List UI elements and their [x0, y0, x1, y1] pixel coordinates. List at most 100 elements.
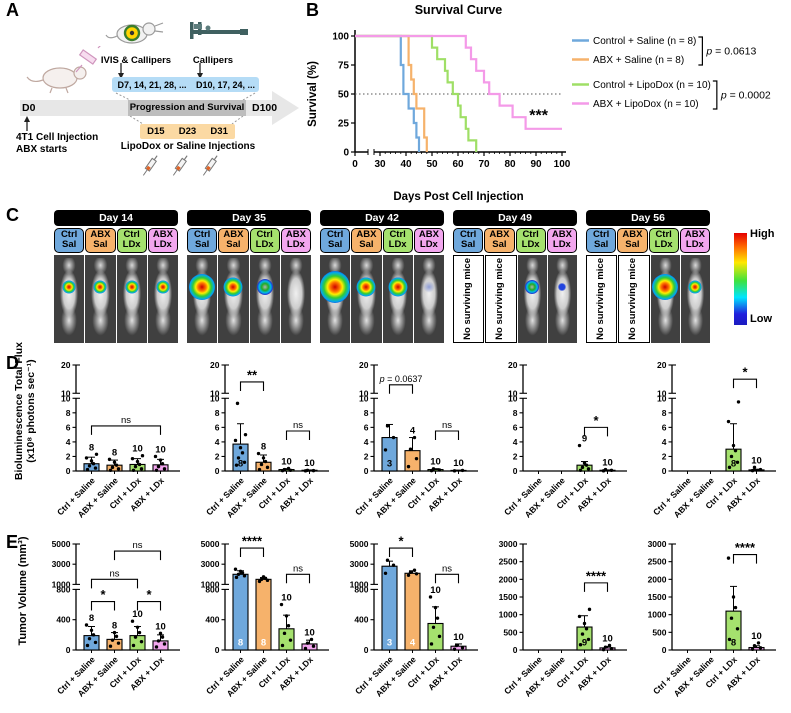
- svg-text:8: 8: [731, 459, 736, 470]
- no-mice-text: No surviving mice: [627, 257, 639, 340]
- cell-injection-note-line1: 4T1 Cell Injection: [16, 132, 99, 143]
- down-arrow-icon: [120, 63, 201, 74]
- bar-ABX + LDx: [450, 645, 467, 651]
- group-chip: ABX Sal: [218, 228, 249, 253]
- group-chip-line2: LDx: [654, 239, 673, 251]
- mouse-image: [547, 254, 577, 343]
- svg-text:75: 75: [338, 61, 350, 72]
- treatment-day-1: D15: [147, 126, 165, 137]
- svg-text:1000: 1000: [350, 579, 369, 589]
- svg-text:4: 4: [364, 437, 369, 447]
- tumor-signal: [223, 277, 243, 297]
- svg-text:4: 4: [662, 437, 667, 447]
- group-chip-line1: Ctrl: [60, 229, 78, 240]
- timeline-bar-label: Progression and Survival: [128, 100, 246, 116]
- group-chips: Ctrl Sal ABX Sal Ctrl LDx ABX LDx: [320, 228, 444, 253]
- survival-series-1: [355, 34, 428, 152]
- svg-text:20: 20: [61, 360, 71, 370]
- group-chip-line2: LDx: [685, 239, 704, 251]
- group-chip-line2: LDx: [286, 239, 305, 251]
- panel-c-bioluminescence-images: C Day 14 Ctrl Sal ABX Sal Ctrl LDx ABX LDx Day 35…: [0, 205, 791, 353]
- tumor-signal: [652, 274, 679, 301]
- svg-text:20: 20: [210, 360, 220, 370]
- callipers-days: D10, 17, 24, ...: [195, 79, 256, 90]
- survival-curve-chart: 0 25 50 75 100 0 30 40 50 60 70 80 90 100 *** Survival …: [307, 3, 771, 203]
- group-chip-line1: Ctrl: [655, 229, 672, 240]
- svg-text:9: 9: [582, 434, 587, 445]
- group-chip-line2: Sal: [93, 239, 108, 251]
- cell-injection-note-line2: ABX starts: [16, 144, 68, 155]
- day-header: Day 56: [586, 210, 710, 226]
- no-mice-text: No surviving mice: [462, 257, 474, 340]
- svg-text:****: ****: [586, 568, 607, 583]
- mouse-silhouette: [354, 257, 379, 339]
- svg-text:2: 2: [662, 451, 667, 461]
- callipers-caption: Callipers: [192, 55, 234, 66]
- svg-text:8: 8: [215, 408, 220, 418]
- group-chip-line2: Sal: [492, 239, 507, 251]
- svg-text:4: 4: [66, 437, 71, 447]
- syringe-icons: [142, 155, 218, 176]
- day-header: Day 14: [54, 210, 178, 226]
- group-chip-line1: ABX: [285, 229, 306, 240]
- panel-d-label: D: [6, 353, 19, 373]
- svg-text:8: 8: [238, 638, 243, 649]
- group-chip: ABX LDx: [147, 228, 178, 253]
- svg-text:3000: 3000: [499, 539, 518, 549]
- svg-text:0: 0: [352, 159, 358, 170]
- svg-text:5000: 5000: [52, 539, 71, 549]
- tumor-signal: [189, 274, 216, 301]
- svg-text:Survival (%): Survival (%): [307, 61, 319, 127]
- timeline-start: D0: [22, 102, 36, 114]
- svg-text:10: 10: [132, 609, 143, 620]
- group-chip-line2: LDx: [552, 239, 571, 251]
- svg-text:50: 50: [426, 159, 438, 170]
- svg-text:4: 4: [410, 426, 416, 437]
- group-chip: ABX LDx: [413, 228, 444, 253]
- volume-y-axis-title: Tumor Volume (mm³): [17, 536, 29, 646]
- mouse-image: [187, 254, 218, 343]
- svg-text:ns: ns: [121, 415, 131, 426]
- group-chip-line2: LDx: [388, 239, 407, 251]
- no-mice-cell: No surviving mice: [586, 254, 618, 343]
- mouse-image: [680, 254, 710, 343]
- colorbar-high-label: High: [750, 228, 775, 240]
- group-chip: ABX LDx: [280, 228, 311, 253]
- svg-text:10: 10: [453, 632, 464, 643]
- day-header: Day 49: [453, 210, 577, 226]
- svg-text:0: 0: [364, 466, 369, 476]
- svg-text:60: 60: [452, 159, 464, 170]
- svg-text:0: 0: [66, 645, 71, 655]
- mouse-silhouette: [683, 257, 707, 339]
- svg-text:10: 10: [281, 593, 292, 604]
- no-mice-text: No surviving mice: [494, 257, 506, 340]
- svg-text:25: 25: [338, 119, 350, 130]
- panel-b-label: B: [306, 0, 319, 20]
- group-chip-line2: LDx: [122, 239, 141, 251]
- svg-text:5000: 5000: [201, 539, 220, 549]
- bar-ABX + Saline: [106, 638, 123, 651]
- svg-text:1500: 1500: [499, 592, 518, 602]
- tumor-signal: [93, 280, 107, 294]
- svg-text:40: 40: [400, 159, 412, 170]
- svg-text:20: 20: [508, 360, 518, 370]
- svg-text:8: 8: [112, 621, 117, 632]
- svg-text:10: 10: [155, 444, 166, 455]
- tumor-signal: [688, 280, 702, 294]
- svg-text:1500: 1500: [648, 592, 667, 602]
- svg-text:10: 10: [453, 458, 464, 469]
- tumor-signal: [356, 277, 376, 297]
- svg-text:50: 50: [338, 90, 350, 101]
- svg-text:6: 6: [513, 422, 518, 432]
- svg-text:20: 20: [657, 360, 667, 370]
- mouse-silhouette: [550, 257, 574, 339]
- svg-text:10: 10: [751, 631, 762, 642]
- svg-text:ns: ns: [132, 540, 142, 551]
- mouse-image: [382, 254, 413, 343]
- treatment-day-2: D23: [178, 126, 197, 137]
- bar-ABX + LDx: [748, 469, 765, 472]
- group-chips: Ctrl Sal ABX Sal Ctrl LDx ABX LDx: [54, 228, 178, 253]
